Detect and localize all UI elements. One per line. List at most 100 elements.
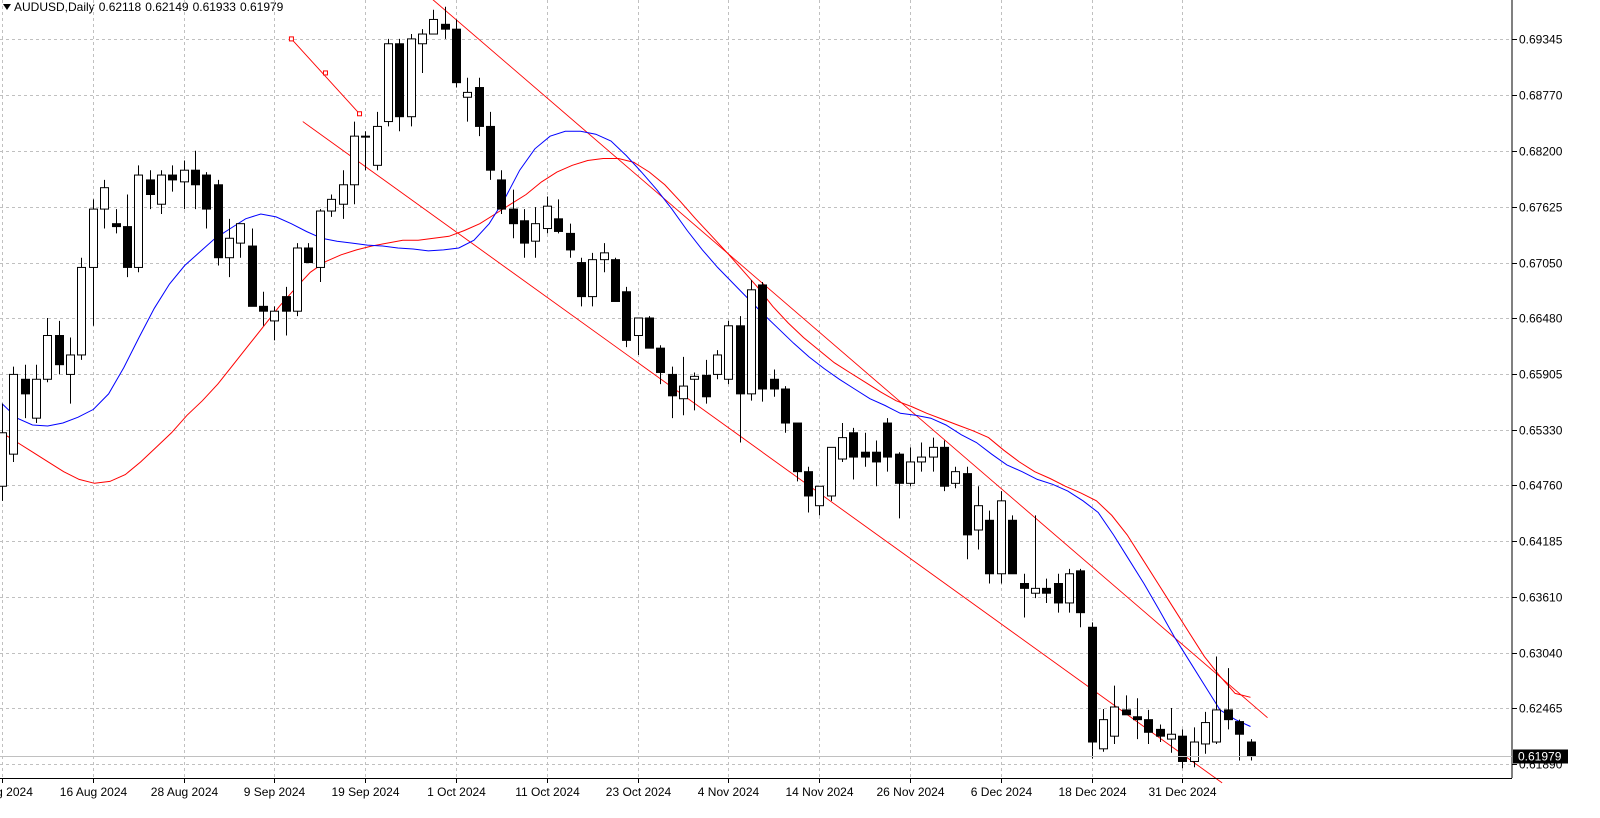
candle [1235,719,1244,761]
candle [463,77,472,122]
candle-body-bear [804,471,813,497]
candle [600,243,609,273]
candle-body-bear [214,184,223,259]
collapse-triangle-icon[interactable] [3,4,11,10]
candle [588,252,597,307]
candle-body-bear [736,325,745,395]
candle [509,189,518,239]
date-tick-label: 28 Aug 2024 [151,785,219,799]
candle [974,486,983,550]
candle-body-bull [100,187,109,210]
candle [917,442,926,472]
candle [1212,656,1221,744]
candle [214,179,223,266]
candle-body-bull [180,169,189,183]
candle-body-bear [872,451,881,463]
candle [985,510,994,584]
candle [1042,578,1051,603]
candle [316,209,325,283]
candle [554,199,563,234]
candle [872,440,881,487]
price-tick-label: 0.66480 [1519,312,1563,326]
candle [679,356,688,416]
candle-body-bear [1020,583,1029,589]
candle [929,437,938,472]
candle [327,194,336,217]
candle [520,209,529,258]
candle-body-bear [202,174,211,210]
candle [895,452,904,519]
candle-body-bull [316,210,325,268]
candle [270,306,279,341]
candle-body-bear [123,226,132,268]
date-tick-label: 19 Sep 2024 [331,785,399,799]
candle-body-bear [1247,741,1256,757]
candle [1076,568,1085,628]
current-price-label: 0.61979 [1518,750,1562,764]
moving-average-slow [1,158,1251,698]
candle [611,257,620,302]
candle [225,218,234,278]
candle-body-bear [497,179,506,210]
candle [1224,668,1233,730]
candle-body-bull [1190,741,1199,762]
candle [656,345,665,385]
price-tick-label: 0.63610 [1519,591,1563,605]
candle [906,447,915,487]
candle-body-bull [373,125,382,166]
candle-body-bear [486,125,495,171]
axes [0,0,1513,779]
price-tick-label: 0.65905 [1519,368,1563,382]
candle-body-bear [21,378,30,395]
price-tick-label: 0.64185 [1519,535,1563,549]
candle [1065,568,1074,613]
candle-body-bull [588,259,597,298]
candle-body-bear [191,169,200,186]
candle [724,320,733,385]
candle-body-bear [1235,721,1244,735]
candle-body-bull [929,446,938,458]
candle-body-bear [883,422,892,458]
candle [793,422,802,482]
candle [429,9,438,35]
date-tick-label: 18 Dec 2024 [1058,785,1126,799]
open-value: 0.62118 [98,0,142,14]
candle-body-bull [1201,722,1210,745]
candle [951,466,960,489]
candle-body-bull [827,446,836,497]
candle [543,196,552,234]
candle [66,337,75,404]
candle [566,223,575,258]
candle-body-bear [55,335,64,366]
candle [0,403,7,501]
candle [21,364,30,419]
date-tick-label: 4 Nov 2024 [698,785,760,799]
candle-body-bear [112,223,121,228]
high-value: 0.62149 [145,0,189,14]
candle [1020,573,1029,618]
candle-body-bull [89,208,98,268]
candle [202,172,211,229]
candle [531,207,540,258]
candle-body-bull [815,485,824,507]
candle [849,427,858,480]
candle-body-bull [236,223,245,244]
grid [0,0,1512,778]
date-tick-label: 26 Nov 2024 [876,785,944,799]
candle [940,440,949,492]
candle-body-bear [452,28,461,84]
candle [861,432,870,467]
candle-body-bear [1054,583,1063,604]
candle-body-bear [770,378,779,390]
channel-upper-line [432,0,1268,719]
candle-body-bull [531,223,540,242]
date-tick-label: 31 Dec 2024 [1148,785,1216,799]
candle [191,150,200,210]
candle-body-bear [509,208,518,225]
candle [702,359,711,404]
candle [1144,709,1153,744]
candle [713,350,722,380]
candle [77,257,86,360]
candle-body-bear [259,305,268,312]
